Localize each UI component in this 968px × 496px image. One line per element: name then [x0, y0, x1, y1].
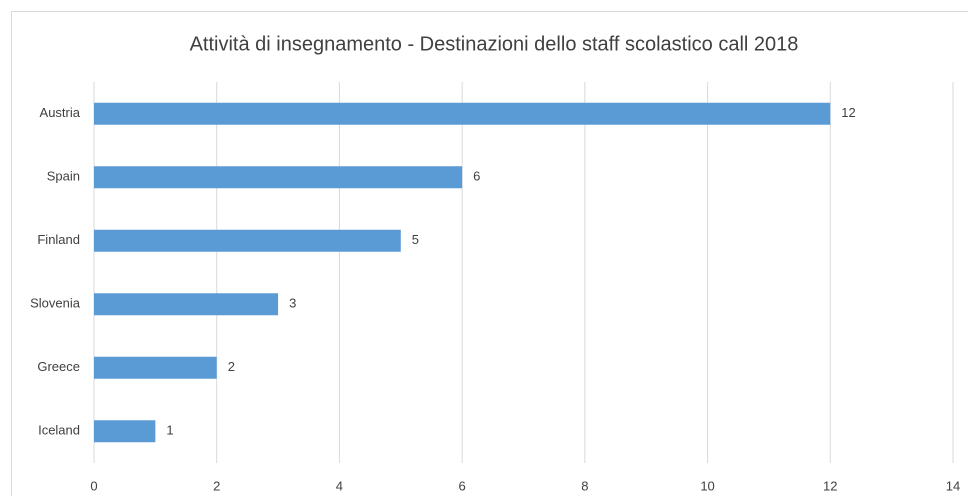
- x-tick-label: 12: [823, 478, 837, 493]
- y-tick-label: Greece: [37, 359, 80, 374]
- y-tick-label: Finland: [37, 232, 80, 247]
- y-tick-label: Iceland: [38, 423, 80, 438]
- data-label: 2: [228, 359, 235, 374]
- data-label: 6: [473, 169, 480, 184]
- bar: [94, 229, 401, 252]
- data-label: 12: [841, 105, 855, 120]
- bar: [94, 102, 831, 125]
- x-tick-label: 8: [581, 478, 588, 493]
- data-label: 1: [166, 423, 173, 438]
- bar: [94, 420, 156, 443]
- x-tick-label: 2: [213, 478, 220, 493]
- bar: [94, 356, 217, 379]
- data-label: 3: [289, 296, 296, 311]
- y-tick-label: Slovenia: [30, 296, 81, 311]
- x-tick-label: 0: [90, 478, 97, 493]
- chart-title: Attività di insegnamento - Destinazioni …: [190, 33, 799, 55]
- x-tick-label: 6: [459, 478, 466, 493]
- x-tick-label: 10: [700, 478, 714, 493]
- bar: [94, 293, 279, 316]
- chart-border: [11, 11, 968, 496]
- x-tick-label: 14: [946, 478, 960, 493]
- x-tick-label: 4: [336, 478, 343, 493]
- y-tick-label: Austria: [40, 105, 81, 120]
- data-label: 5: [412, 232, 419, 247]
- bar: [94, 166, 463, 189]
- y-tick-label: Spain: [47, 169, 80, 184]
